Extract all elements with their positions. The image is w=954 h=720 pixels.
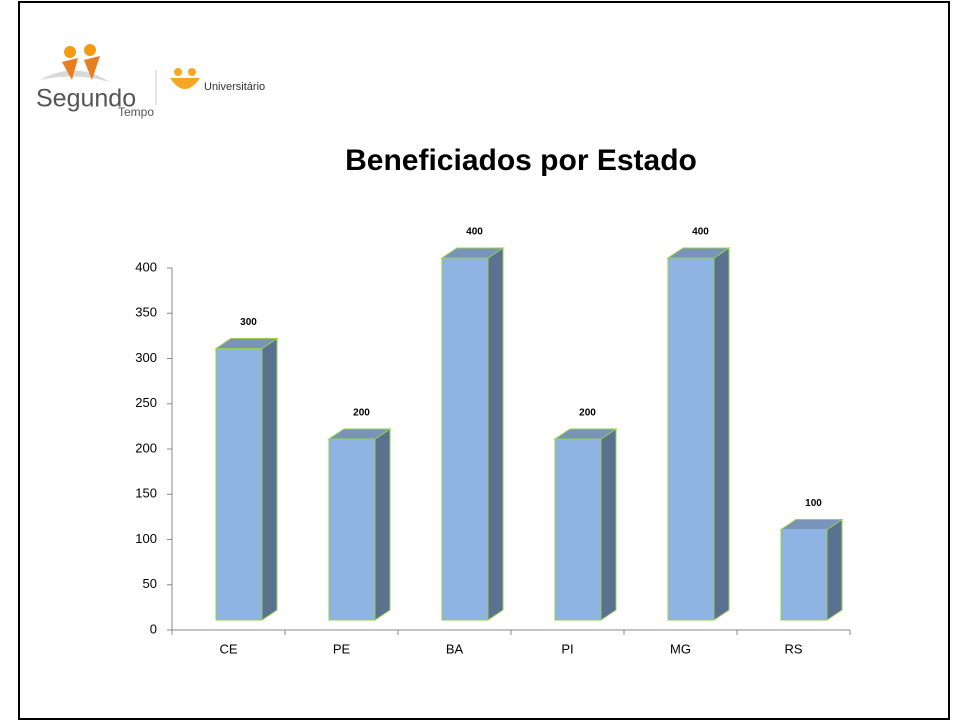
logo-book [40, 70, 110, 82]
y-tick-label: 0 [150, 621, 157, 636]
logo-mark [174, 68, 182, 76]
logo-mark [170, 78, 200, 89]
y-tick-label: 150 [135, 486, 157, 501]
bar [215, 348, 263, 621]
logo-mark [188, 68, 196, 76]
x-tick-label: MG [670, 641, 691, 656]
bar-side [600, 428, 617, 621]
data-label: 400 [692, 227, 709, 238]
bar-side [374, 428, 391, 621]
y-tick-label: 100 [135, 531, 157, 546]
bar-side [826, 518, 843, 621]
logo-name: Segundo [36, 85, 136, 113]
bar [441, 257, 489, 621]
x-tick-label: RS [784, 641, 802, 656]
bar [328, 438, 376, 621]
x-tick-label: PE [333, 641, 351, 656]
y-tick-label: 300 [135, 350, 157, 365]
x-tick-label: CE [219, 641, 237, 656]
x-tick-label: BA [446, 641, 464, 656]
data-label: 100 [805, 498, 822, 509]
bar [667, 257, 715, 621]
x-tick-label: PI [561, 641, 573, 656]
data-label: 400 [466, 227, 483, 238]
data-label: 200 [353, 408, 370, 419]
logo-figure [62, 56, 100, 80]
data-label: 200 [579, 408, 596, 419]
bar [780, 529, 828, 621]
logo-figure [64, 46, 76, 58]
y-tick-label: 200 [135, 440, 157, 455]
y-tick-label: 250 [135, 395, 157, 410]
y-tick-label: 350 [135, 305, 157, 320]
logo-figure [84, 44, 96, 56]
y-tick-label: 50 [143, 576, 157, 591]
bar-side [713, 247, 730, 621]
y-tick-label: 400 [135, 259, 157, 274]
chart-title: Beneficiados por Estado [345, 144, 697, 177]
bar-side [261, 337, 278, 621]
logo-program: Universitário [204, 81, 265, 93]
bar-side [487, 247, 504, 621]
logo-subname: Tempo [118, 105, 154, 119]
data-label: 300 [240, 317, 257, 328]
bar [554, 438, 602, 621]
logo: Segundo Tempo Universitário [36, 44, 265, 119]
